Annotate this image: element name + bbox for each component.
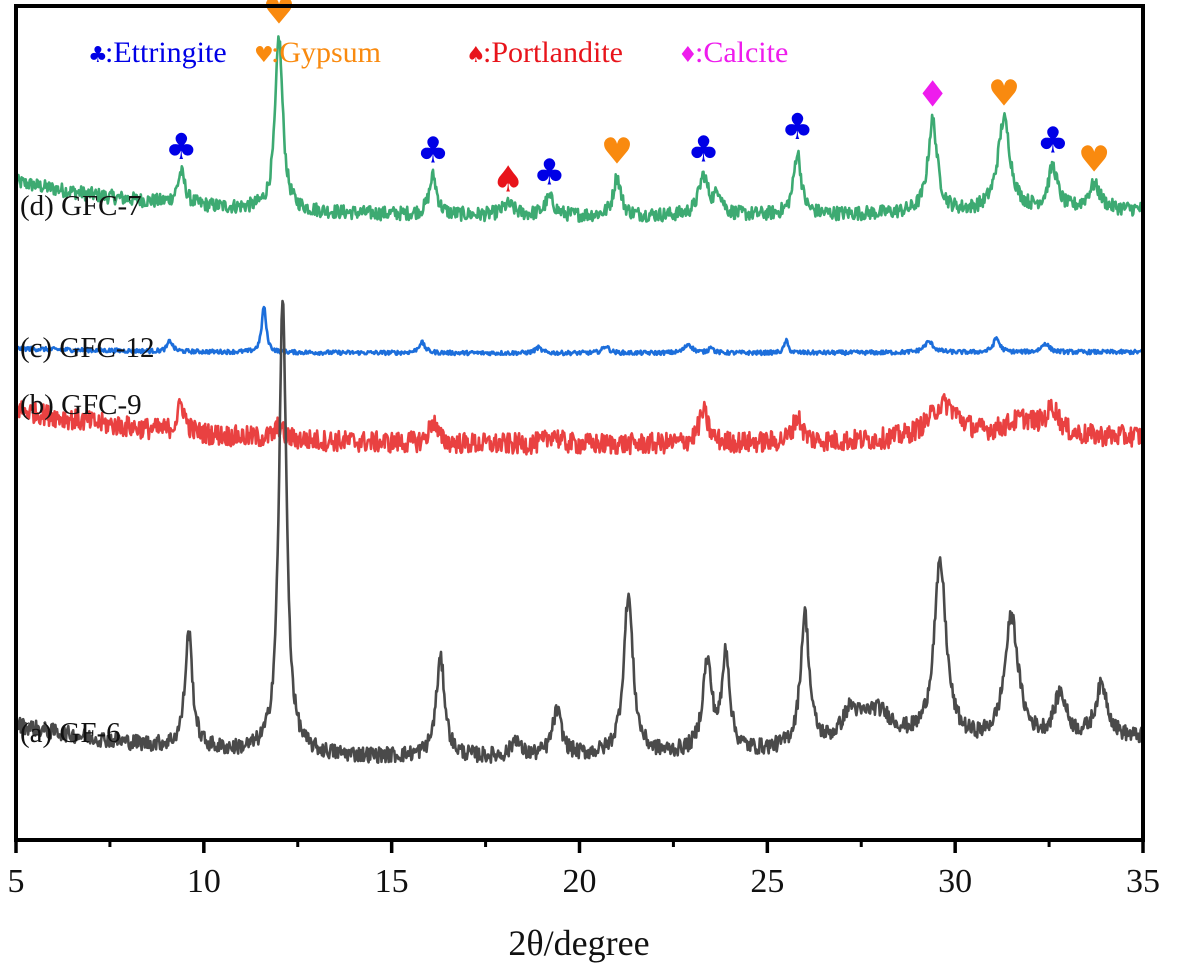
x-axis-ticks: 5 10 15 20 25 30 35 (8, 840, 1160, 900)
series-label: (a) GF-6 (20, 717, 121, 749)
series-layer (14, 35, 1145, 764)
series-label: (b) GFC-9 (20, 389, 142, 421)
x-tick-label: 35 (1126, 863, 1160, 900)
peak-marker-ettringite-icon: ♣ (781, 107, 813, 148)
ettringite-symbol-icon: ♣ (88, 43, 108, 68)
series-line-3 (14, 299, 1145, 764)
gypsum-symbol-icon: ♥ (254, 43, 274, 68)
legend-label: :Calcite (695, 36, 788, 69)
peak-marker-ettringite-icon: ♣ (417, 130, 449, 171)
legend-label: :Gypsum (271, 36, 381, 69)
legend-entry-portlandite: ♠:Portlandite (466, 36, 623, 69)
legend-label: :Ettringite (105, 36, 227, 69)
x-tick-label: 15 (375, 863, 409, 900)
portlandite-symbol-icon: ♠ (466, 43, 486, 68)
peak-marker-calcite-icon: ♦ (916, 75, 948, 116)
peak-marker-ettringite-icon: ♣ (165, 127, 197, 168)
x-axis-title: 2θ/degree (508, 923, 649, 963)
x-tick-label: 5 (8, 863, 25, 900)
peak-marker-gypsum-icon: ♥ (988, 74, 1020, 115)
peak-marker-portlandite-icon: ♠ (492, 159, 524, 200)
series-line-1 (14, 305, 1144, 357)
peak-annotations: ♣♥♣♠ ♣♥ ♣♣♦ ♥♣ ♥ (165, 0, 1110, 200)
peak-marker-gypsum-icon: ♥ (1078, 139, 1110, 180)
series-label: (c) GFC-12 (20, 332, 155, 364)
peak-marker-ettringite-icon: ♣ (1037, 121, 1069, 162)
legend-entry-calcite: ♦:Calcite (678, 36, 788, 69)
peak-marker-ettringite-icon: ♣ (533, 152, 565, 193)
legend-entry-ettringite: ♣:Ettringite (88, 36, 227, 69)
legend-entry-gypsum: ♥:Gypsum (254, 36, 381, 69)
series-label: (d) GFC-7 (20, 190, 142, 222)
peak-marker-gypsum-icon: ♥ (601, 131, 633, 172)
x-tick-label: 10 (187, 863, 221, 900)
peak-marker-ettringite-icon: ♣ (687, 129, 719, 170)
legend: ♣:Ettringite ♥:Gypsum ♠:Portlandite ♦:Calci… (88, 36, 788, 69)
series-line-0 (14, 35, 1144, 223)
legend-label: :Portlandite (483, 36, 623, 69)
calcite-symbol-icon: ♦ (678, 43, 698, 68)
x-tick-label: 30 (938, 863, 972, 900)
series-line-2 (15, 393, 1145, 456)
series-labels: (d) GFC-7 (c) GFC-12 (b) GFC-9 (a) GF-6 (20, 190, 155, 749)
x-tick-label: 25 (750, 863, 784, 900)
x-tick-label: 20 (563, 863, 597, 900)
